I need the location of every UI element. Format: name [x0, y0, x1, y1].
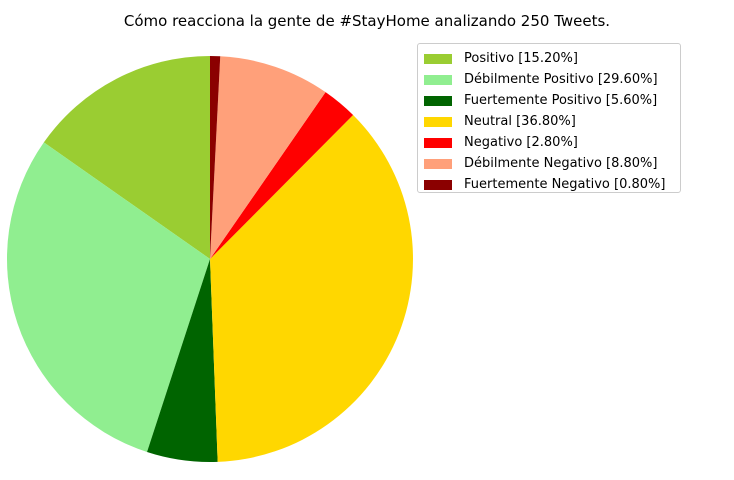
pie-slice-6: [210, 56, 221, 259]
legend-label: Neutral [36.80%]: [464, 114, 576, 129]
legend: Positivo [15.20%] Débilmente Positivo [29…: [417, 43, 681, 193]
legend-swatch: [424, 74, 452, 85]
pie-slice-2: [147, 259, 218, 462]
legend-swatch: [424, 158, 452, 169]
legend-swatch: [424, 137, 452, 148]
pie-slice-0: [43, 56, 210, 259]
legend-swatch: [424, 95, 452, 106]
pie-slice-3: [210, 115, 413, 462]
legend-entry-0: Positivo [15.20%]: [424, 48, 674, 69]
legend-label: Negativo [2.80%]: [464, 135, 578, 150]
pie-slice-4: [210, 92, 354, 259]
pie-slice-1: [6, 142, 210, 452]
legend-label: Positivo [15.20%]: [464, 51, 578, 66]
legend-entry-6: Fuertemente Negativo [0.80%]: [424, 174, 674, 195]
pie-slice-5: [210, 56, 326, 260]
legend-entry-1: Débilmente Positivo [29.60%]: [424, 69, 674, 90]
legend-swatch: [424, 179, 452, 190]
legend-label: Débilmente Negativo [8.80%]: [464, 156, 658, 171]
legend-entry-2: Fuertemente Positivo [5.60%]: [424, 90, 674, 111]
legend-label: Débilmente Positivo [29.60%]: [464, 72, 658, 87]
legend-entry-4: Negativo [2.80%]: [424, 132, 674, 153]
legend-label: Fuertemente Negativo [0.80%]: [464, 177, 666, 192]
legend-label: Fuertemente Positivo [5.60%]: [464, 93, 658, 108]
legend-entry-3: Neutral [36.80%]: [424, 111, 674, 132]
legend-swatch: [424, 116, 452, 127]
legend-swatch: [424, 53, 452, 64]
legend-entry-5: Débilmente Negativo [8.80%]: [424, 153, 674, 174]
chart-title: Cómo reacciona la gente de #StayHome ana…: [123, 12, 611, 30]
